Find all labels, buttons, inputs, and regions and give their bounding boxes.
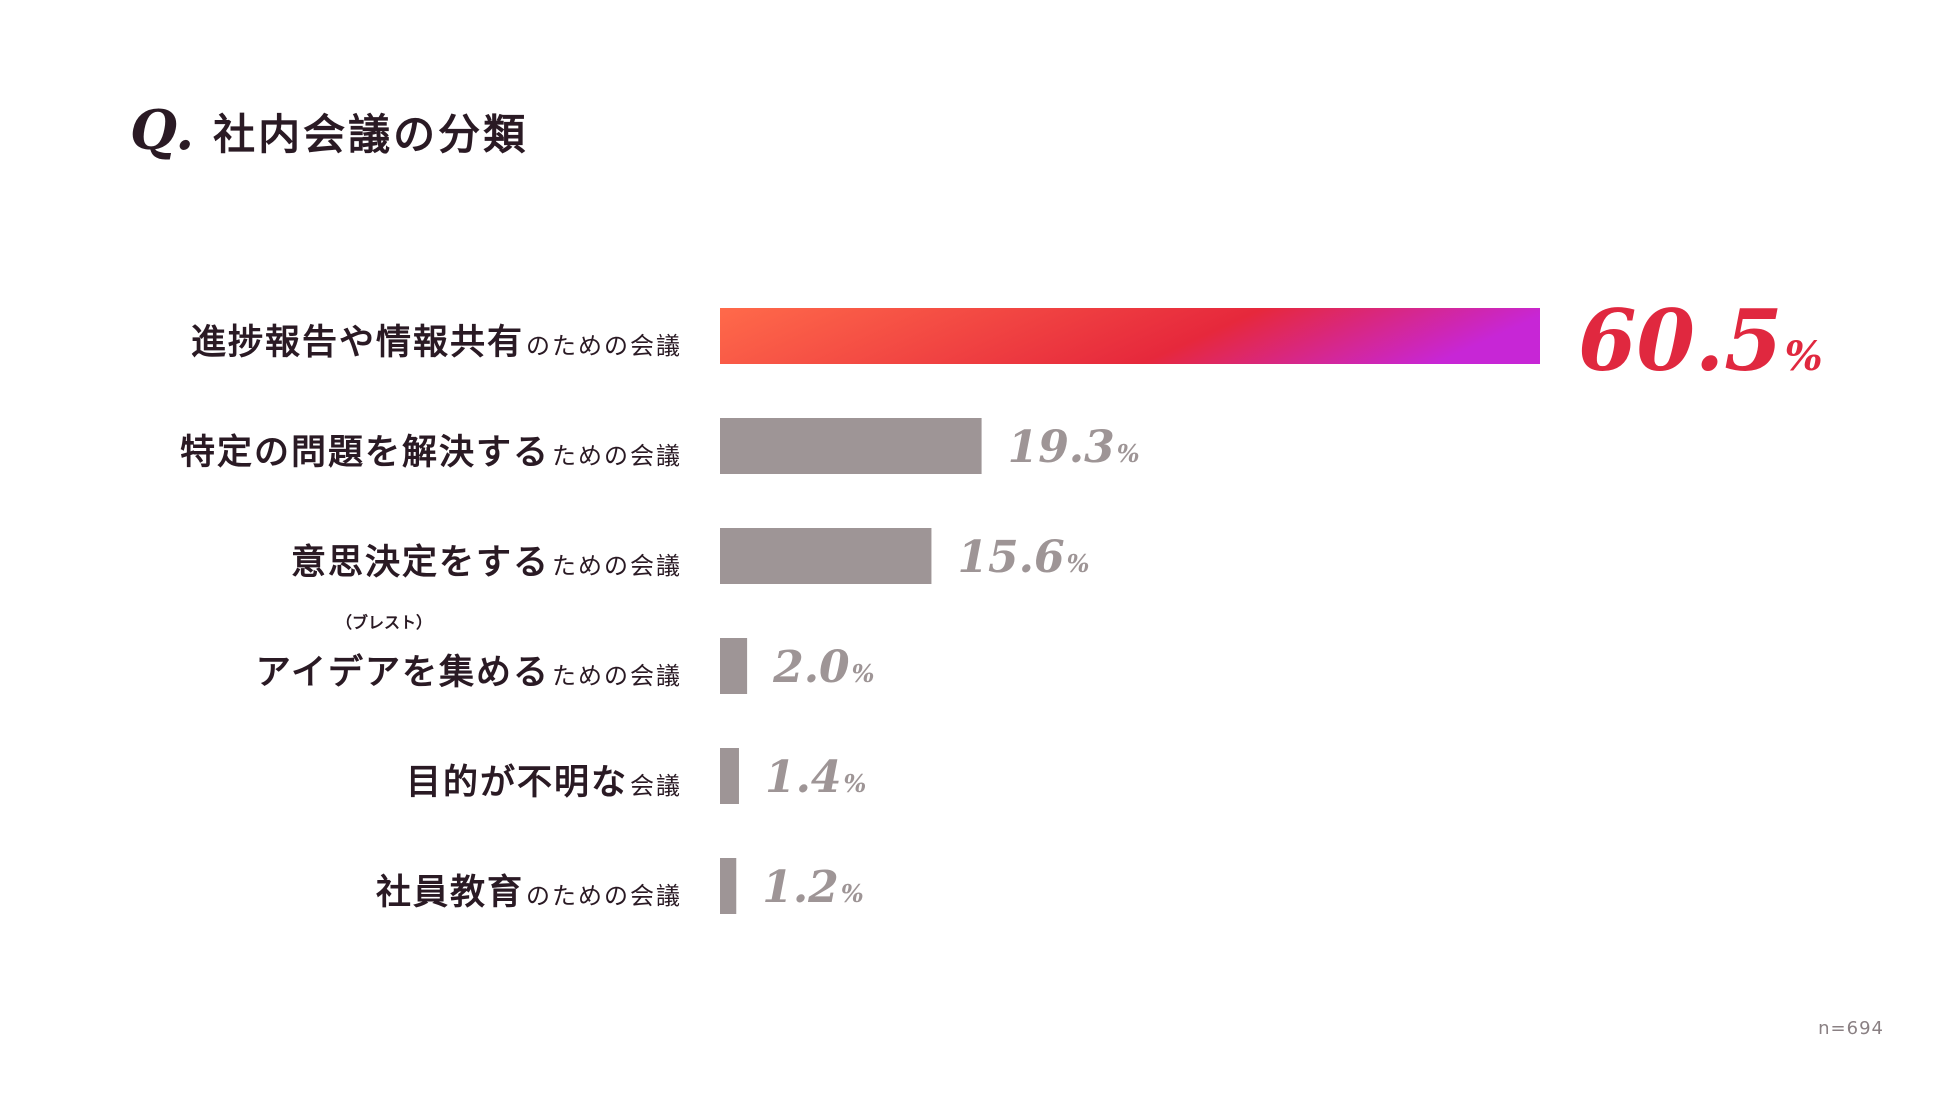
category-label-suffix-4: 会議: [630, 772, 682, 800]
bar-1: [720, 418, 982, 474]
value-number-3: 2.0: [772, 642, 850, 693]
value-unit-4: %: [844, 769, 867, 798]
value-number-5: 1.2: [762, 862, 839, 913]
category-label-main-5: 社員教育: [376, 873, 524, 913]
sample-size: n=694: [1818, 1018, 1884, 1039]
category-label-3: アイデアを集めるための会議: [256, 652, 682, 693]
category-label-main-0: 進捗報告や情報共有: [191, 323, 524, 363]
category-label-suffix-3: ための会議: [552, 662, 682, 690]
category-ruby-3: （ブレスト）: [336, 613, 432, 632]
value-label-4: 1.4%: [765, 752, 866, 803]
category-label-suffix-2: ための会議: [552, 552, 682, 580]
bar-0: [720, 308, 1540, 364]
value-unit-2: %: [1067, 549, 1090, 578]
category-label-main-3: アイデアを集める: [256, 652, 550, 693]
category-label-suffix-0: のための会議: [526, 332, 682, 360]
category-label-0: 進捗報告や情報共有のための会議: [191, 323, 682, 363]
category-label-suffix-5: のための会議: [526, 882, 682, 910]
bar-5: [720, 858, 737, 914]
value-number-4: 1.4: [765, 752, 842, 803]
value-number-1: 19.3: [1008, 422, 1115, 473]
category-label-main-2: 意思決定をする: [291, 543, 550, 583]
title-prefix: Q.: [130, 98, 196, 162]
value-label-1: 19.3%: [1008, 422, 1140, 473]
category-label-2: 意思決定をするための会議: [291, 543, 682, 583]
category-label-main-1: 特定の問題を解決する: [180, 433, 550, 473]
value-unit-0: %: [1785, 333, 1823, 380]
bar-2: [720, 528, 932, 584]
value-unit-5: %: [841, 879, 864, 908]
chart-title: Q. 社内会議の分類: [130, 98, 528, 162]
category-label-main-4: 目的が不明な: [406, 763, 628, 803]
bar-3: [720, 638, 748, 694]
category-label-4: 目的が不明な会議: [406, 763, 682, 803]
value-label-3: 2.0%: [772, 642, 874, 693]
category-label-1: 特定の問題を解決するための会議: [180, 433, 682, 473]
bar-4: [720, 748, 739, 804]
category-label-5: 社員教育のための会議: [376, 873, 682, 913]
title-text: 社内会議の分類: [213, 110, 529, 159]
value-unit-1: %: [1117, 439, 1140, 468]
category-label-suffix-1: ための会議: [552, 442, 682, 470]
value-label-0: 60.5%: [1578, 291, 1823, 390]
value-unit-3: %: [852, 659, 875, 688]
value-number-0: 60.5: [1578, 291, 1783, 390]
value-number-2: 15.6: [957, 532, 1064, 583]
value-label-5: 1.2%: [762, 862, 863, 913]
value-label-2: 15.6%: [957, 532, 1089, 583]
